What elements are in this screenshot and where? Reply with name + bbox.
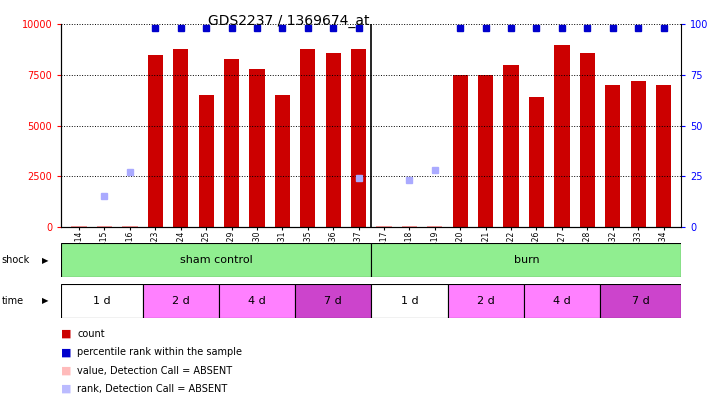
Bar [326, 53, 341, 227]
Text: burn: burn [513, 255, 539, 265]
Bar [656, 85, 671, 227]
Text: percentile rank within the sample: percentile rank within the sample [77, 347, 242, 357]
Bar [351, 49, 366, 227]
Bar [478, 75, 493, 227]
Text: 7 d: 7 d [632, 296, 650, 306]
Text: sham control: sham control [180, 255, 252, 265]
Bar [97, 226, 112, 227]
Text: shock: shock [1, 255, 30, 265]
Bar [523, 284, 600, 318]
Text: ■: ■ [61, 366, 72, 375]
Text: value, Detection Call = ABSENT: value, Detection Call = ABSENT [77, 366, 232, 375]
Bar [61, 284, 143, 318]
Text: time: time [1, 296, 24, 306]
Text: GDS2237 / 1369674_at: GDS2237 / 1369674_at [208, 14, 369, 28]
Bar [148, 55, 163, 227]
Bar [300, 49, 315, 227]
Bar [529, 97, 544, 227]
Text: ■: ■ [61, 384, 72, 394]
Text: ▶: ▶ [42, 256, 48, 265]
Bar [219, 284, 295, 318]
Bar [600, 284, 681, 318]
Text: 2 d: 2 d [477, 296, 495, 306]
Text: 4 d: 4 d [248, 296, 266, 306]
Bar [123, 226, 138, 227]
Text: 2 d: 2 d [172, 296, 190, 306]
Bar [428, 226, 443, 227]
Bar [453, 75, 468, 227]
Bar [371, 284, 448, 318]
Bar [631, 81, 646, 227]
Bar [173, 49, 188, 227]
Bar [376, 226, 392, 227]
Bar [605, 85, 620, 227]
Bar [198, 95, 213, 227]
Bar [61, 243, 371, 277]
Bar [402, 226, 417, 227]
Text: ■: ■ [61, 347, 72, 357]
Bar [448, 284, 523, 318]
Text: ▶: ▶ [42, 296, 48, 305]
Bar [71, 226, 87, 227]
Bar [275, 95, 290, 227]
Bar [503, 65, 518, 227]
Bar [249, 69, 265, 227]
Text: 4 d: 4 d [553, 296, 571, 306]
Bar [580, 53, 595, 227]
Text: count: count [77, 329, 105, 339]
Bar [224, 59, 239, 227]
Bar [554, 45, 570, 227]
Bar [143, 284, 219, 318]
Text: 1 d: 1 d [401, 296, 418, 306]
Text: rank, Detection Call = ABSENT: rank, Detection Call = ABSENT [77, 384, 227, 394]
Bar [371, 243, 681, 277]
Bar [295, 284, 371, 318]
Text: ■: ■ [61, 329, 72, 339]
Text: 7 d: 7 d [324, 296, 342, 306]
Text: 1 d: 1 d [93, 296, 111, 306]
